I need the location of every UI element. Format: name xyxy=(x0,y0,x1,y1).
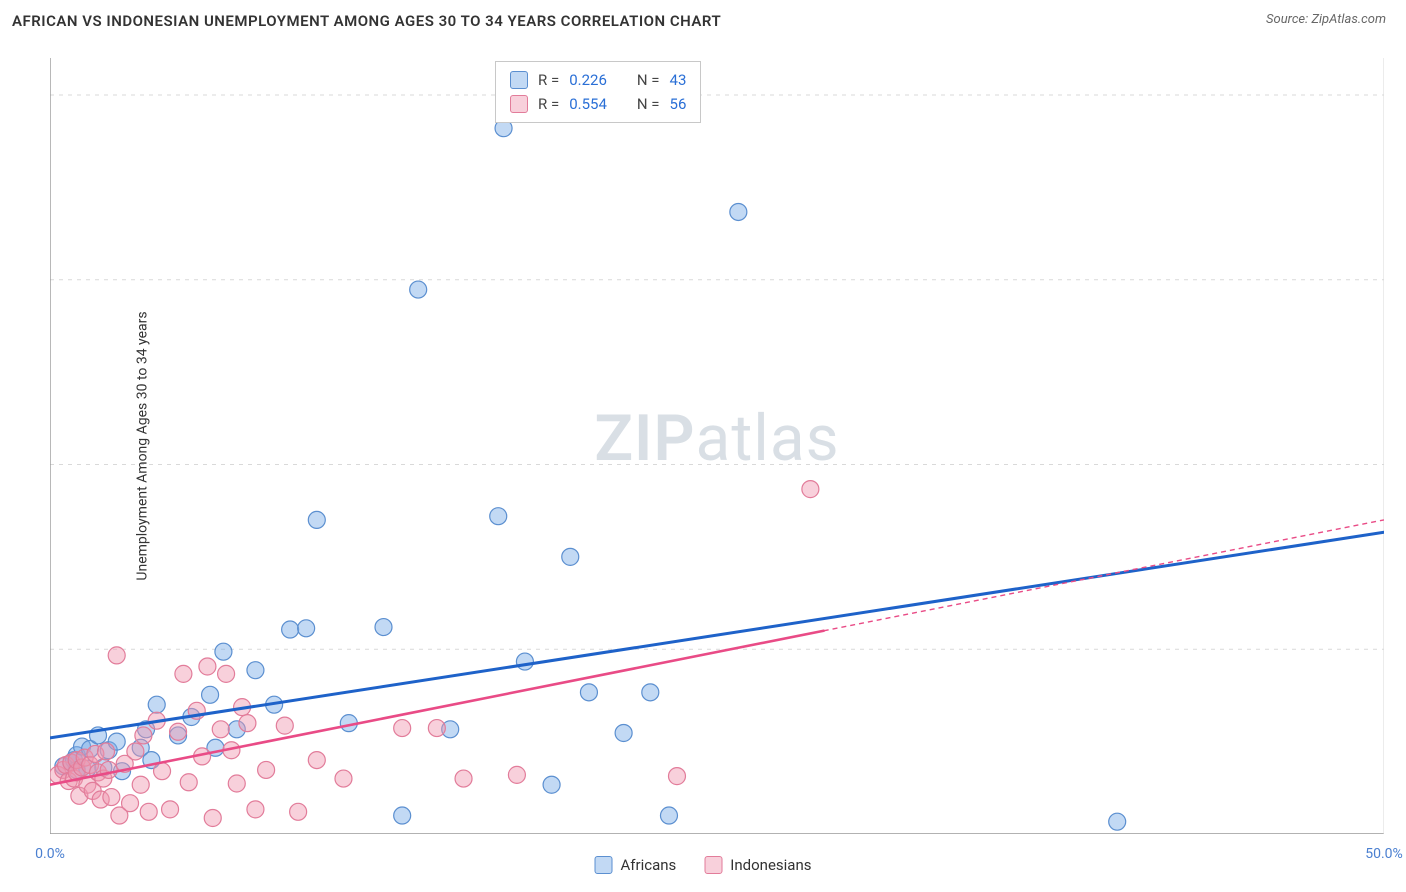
data-point xyxy=(212,721,229,738)
legend-label: Indonesians xyxy=(730,856,811,874)
data-point xyxy=(239,715,256,732)
legend-swatch xyxy=(510,95,528,113)
data-point xyxy=(108,647,125,664)
data-point xyxy=(642,684,659,701)
data-point xyxy=(394,807,411,824)
data-point xyxy=(218,665,235,682)
data-point xyxy=(543,776,560,793)
data-point xyxy=(335,770,352,787)
data-point xyxy=(170,723,187,740)
data-point xyxy=(204,809,221,826)
legend-item: Africans xyxy=(595,856,677,874)
data-point xyxy=(247,662,264,679)
data-point xyxy=(660,807,677,824)
chart-header: AFRICAN VS INDONESIAN UNEMPLOYMENT AMONG… xyxy=(0,0,1406,44)
data-point xyxy=(258,761,275,778)
stat-n-value: 43 xyxy=(670,68,687,92)
data-point xyxy=(122,795,139,812)
data-point xyxy=(375,619,392,636)
stat-n-label: N = xyxy=(637,92,660,116)
trend-line xyxy=(50,631,824,785)
data-point xyxy=(148,696,165,713)
data-point xyxy=(180,774,197,791)
chart-title: AFRICAN VS INDONESIAN UNEMPLOYMENT AMONG… xyxy=(12,12,721,30)
data-point xyxy=(668,768,685,785)
data-point xyxy=(290,803,307,820)
data-point xyxy=(308,511,325,528)
stats-row: R = 0.554 N = 56 xyxy=(510,92,686,116)
data-point xyxy=(410,281,427,298)
data-point xyxy=(228,775,245,792)
stat-n-value: 56 xyxy=(670,92,687,116)
data-point xyxy=(428,720,445,737)
data-point xyxy=(580,684,597,701)
stat-r-value: 0.226 xyxy=(569,68,607,92)
legend-swatch xyxy=(510,71,528,89)
data-point xyxy=(394,720,411,737)
stats-row: R = 0.226 N = 43 xyxy=(510,68,686,92)
data-point xyxy=(175,665,192,682)
stat-r-label: R = xyxy=(538,92,559,116)
stat-r-value: 0.554 xyxy=(569,92,607,116)
data-point xyxy=(298,620,315,637)
legend-item: Indonesians xyxy=(704,856,811,874)
data-point xyxy=(247,801,264,818)
data-point xyxy=(516,653,533,670)
data-point xyxy=(282,621,299,638)
data-point xyxy=(215,643,232,660)
source-credit: Source: ZipAtlas.com xyxy=(1266,12,1386,27)
data-point xyxy=(140,803,157,820)
data-point xyxy=(127,743,144,760)
data-point xyxy=(154,763,171,780)
data-point xyxy=(98,743,115,760)
data-point xyxy=(135,727,152,744)
data-point xyxy=(202,686,219,703)
data-point xyxy=(132,776,149,793)
data-point xyxy=(490,508,507,525)
data-point xyxy=(455,770,472,787)
data-point xyxy=(199,658,216,675)
correlation-stats-box: R = 0.226 N = 43 R = 0.554 N = 56 xyxy=(495,61,701,123)
data-point xyxy=(100,761,117,778)
data-point xyxy=(615,724,632,741)
x-tick-label: 0.0% xyxy=(35,846,65,862)
data-point xyxy=(730,203,747,220)
legend-swatch xyxy=(704,856,722,874)
chart-plot-area: ZIPatlas R =0.226N =43R =0.554N =56 0.0%… xyxy=(50,58,1384,834)
data-point xyxy=(1109,813,1126,830)
legend: Africans Indonesians xyxy=(595,856,812,874)
data-point xyxy=(276,717,293,734)
data-point xyxy=(802,481,819,498)
legend-swatch xyxy=(595,856,613,874)
trend-line xyxy=(50,532,1384,738)
data-point xyxy=(308,752,325,769)
stat-n-label: N = xyxy=(637,68,660,92)
stat-r-label: R = xyxy=(538,68,559,92)
data-point xyxy=(508,766,525,783)
data-point xyxy=(562,548,579,565)
legend-label: Africans xyxy=(621,856,677,874)
data-point xyxy=(103,789,120,806)
data-point xyxy=(162,801,179,818)
scatter-plot-svg xyxy=(50,58,1384,834)
x-tick-label: 50.0% xyxy=(1365,846,1403,862)
